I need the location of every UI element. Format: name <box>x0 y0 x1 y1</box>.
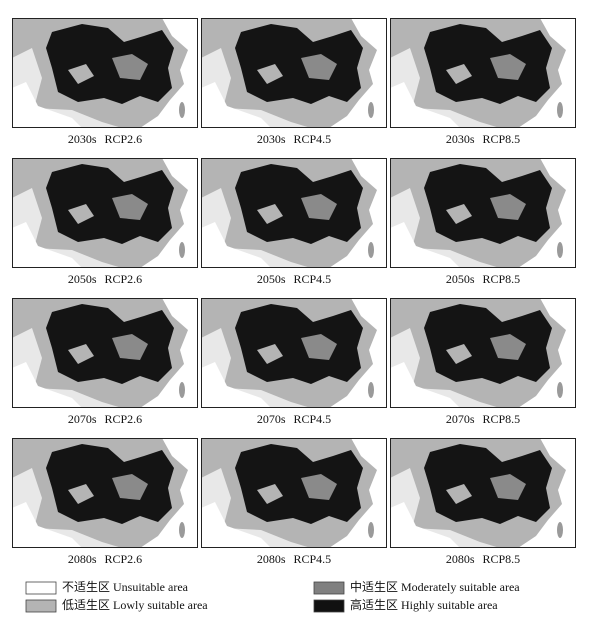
scenario: RCP8.5 <box>482 552 520 566</box>
scenario: RCP8.5 <box>482 412 520 426</box>
period: 2030s <box>446 132 475 146</box>
panel-label: 2050s RCP4.5 <box>257 272 331 286</box>
scenario: RCP4.5 <box>293 272 331 286</box>
panel-label: 2070s RCP8.5 <box>446 412 520 426</box>
map-panel <box>201 158 387 268</box>
panel-label: 2080s RCP2.6 <box>68 552 142 566</box>
panel-label: 2030s RCP2.6 <box>68 132 142 146</box>
map-panel <box>201 438 387 548</box>
map-panel <box>12 158 198 268</box>
legend-label: 高适生区 Highly suitable area <box>350 597 498 612</box>
period: 2080s <box>257 552 286 566</box>
map-panel <box>201 298 387 408</box>
scenario: RCP2.6 <box>104 412 142 426</box>
period: 2030s <box>257 132 286 146</box>
map-panel <box>390 298 576 408</box>
map-panel <box>390 18 576 128</box>
panel-label: 2030s RCP4.5 <box>257 132 331 146</box>
scenario: RCP4.5 <box>293 412 331 426</box>
period: 2050s <box>68 272 97 286</box>
period: 2070s <box>446 412 475 426</box>
scenario: RCP4.5 <box>293 132 331 146</box>
legend-swatch <box>25 599 57 613</box>
period: 2080s <box>68 552 97 566</box>
legend-swatch <box>313 599 345 613</box>
scenario: RCP2.6 <box>104 272 142 286</box>
panel-label: 2070s RCP2.6 <box>68 412 142 426</box>
scenario: RCP4.5 <box>293 552 331 566</box>
legend-label: 中适生区 Moderately suitable area <box>350 579 520 594</box>
period: 2050s <box>257 272 286 286</box>
map-panel <box>201 18 387 128</box>
scenario: RCP2.6 <box>104 552 142 566</box>
legend-label: 低适生区 Lowly suitable area <box>62 598 208 612</box>
legend-swatch <box>313 581 345 595</box>
legend-swatch <box>25 581 57 595</box>
legend-label: 不适生区 Unsuitable area <box>62 580 189 594</box>
period: 2070s <box>257 412 286 426</box>
panel-label: 2050s RCP8.5 <box>446 272 520 286</box>
period: 2070s <box>68 412 97 426</box>
panel-label: 2030s RCP8.5 <box>446 132 520 146</box>
panel-label: 2050s RCP2.6 <box>68 272 142 286</box>
period: 2030s <box>68 132 97 146</box>
panel-label: 2080s RCP4.5 <box>257 552 331 566</box>
panel-label: 2080s RCP8.5 <box>446 552 520 566</box>
map-panel <box>390 158 576 268</box>
scenario: RCP8.5 <box>482 132 520 146</box>
map-panel <box>390 438 576 548</box>
scenario: RCP8.5 <box>482 272 520 286</box>
scenario: RCP2.6 <box>104 132 142 146</box>
map-panel <box>12 298 198 408</box>
map-panel <box>12 438 198 548</box>
period: 2080s <box>446 552 475 566</box>
period: 2050s <box>446 272 475 286</box>
map-panel <box>12 18 198 128</box>
panel-label: 2070s RCP4.5 <box>257 412 331 426</box>
